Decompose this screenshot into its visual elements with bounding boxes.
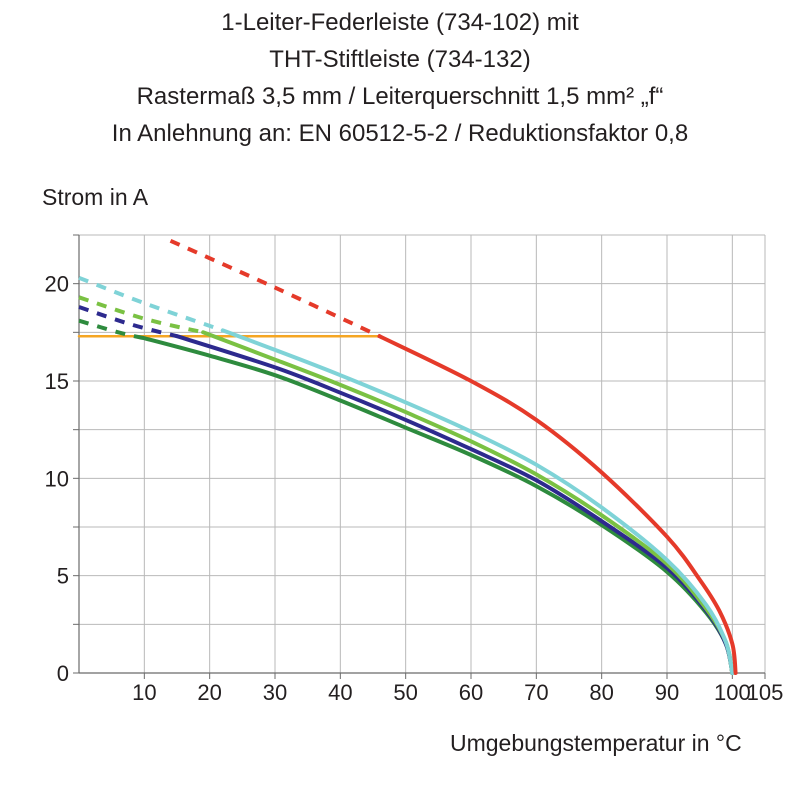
series-dark-green-solid [142, 336, 735, 675]
chart-title-line-1: 1-Leiter-Federleiste (734-102) mit [221, 9, 579, 36]
x-tick-label-105: 105 [747, 680, 784, 705]
y-tick-label-20: 20 [45, 272, 69, 297]
x-tick-label-80: 80 [589, 680, 613, 705]
series-red-dashed [169, 238, 381, 339]
chart-title-line-4: In Anlehnung an: EN 60512-5-2 / Reduktio… [111, 120, 689, 147]
series-light-blue-dashed [78, 275, 224, 333]
y-tick-label-0: 0 [57, 661, 69, 686]
series-lines [77, 238, 738, 675]
x-tick-label-40: 40 [328, 680, 352, 705]
series-dark-green-dashed [78, 318, 145, 341]
series-light-blue-solid [220, 328, 735, 675]
series-light-green-dashed [78, 295, 204, 335]
x-tick-label-70: 70 [524, 680, 548, 705]
series-light-green-solid [201, 330, 735, 675]
x-tick-label-50: 50 [393, 680, 417, 705]
x-tick-label-100: 100 [714, 680, 751, 705]
series-dark-blue-dashed [78, 305, 178, 339]
x-tick-label-20: 20 [197, 680, 221, 705]
y-tick-label-15: 15 [45, 369, 69, 394]
axes [73, 234, 766, 679]
chart-title-line-2: THT-Stiftleiste (734-132) [269, 46, 531, 73]
x-axis-label: Umgebungstemperatur in °C [450, 730, 742, 756]
y-tick-label-5: 5 [57, 564, 69, 589]
chart-title-line-3: Rastermaß 3,5 mm / Leiterquerschnitt 1,5… [136, 83, 664, 110]
x-tick-label-30: 30 [263, 680, 287, 705]
x-tick-label-60: 60 [459, 680, 483, 705]
series-dark-blue-solid [175, 334, 735, 675]
chart-title: 1-Leiter-Federleiste (734-102) mit THT-S… [0, 4, 800, 152]
series-red-solid [377, 334, 738, 675]
y-axis-label: Strom in A [42, 184, 149, 210]
x-tick-label-90: 90 [655, 680, 679, 705]
grid [79, 234, 766, 673]
y-tick-label-10: 10 [45, 466, 69, 491]
x-tick-label-10: 10 [132, 680, 156, 705]
